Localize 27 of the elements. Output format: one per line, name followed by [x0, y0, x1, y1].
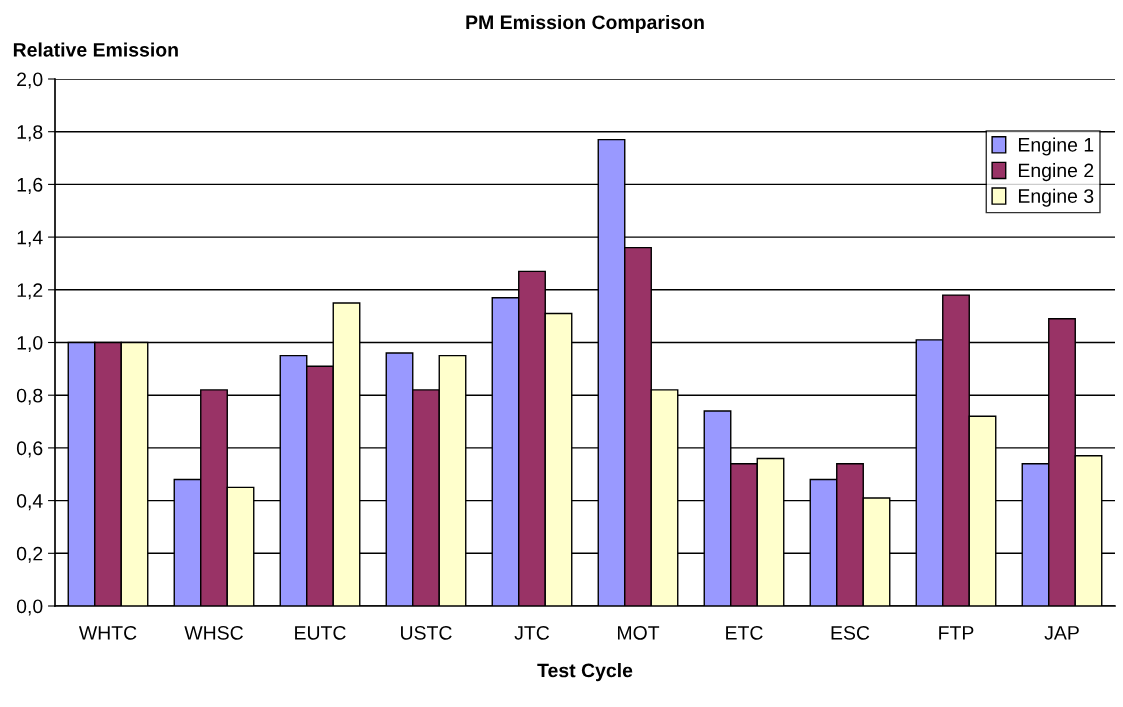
y-tick-label: 1,6: [17, 177, 43, 194]
y-tick-label: 0,8: [16, 388, 43, 405]
y-tick-label: 2,0: [17, 72, 43, 89]
y-tick-label: 1,4: [17, 230, 43, 247]
legend-label: Engine 1: [1018, 137, 1094, 156]
x-axis-title: Test Cycle: [537, 663, 633, 682]
x-tick-label: ESC: [831, 625, 870, 640]
x-tick-label: MOT: [618, 625, 660, 640]
x-tick-label: USTC: [401, 625, 452, 640]
y-tick-label: 0,2: [16, 546, 43, 563]
y-tick-label: 0,4: [16, 494, 43, 511]
chart-title: PM Emission Comparison: [466, 14, 704, 34]
y-tick-label: 1,8: [17, 125, 43, 142]
x-tick-label: WHTC: [78, 625, 137, 640]
x-tick-label: WHSC: [184, 625, 243, 640]
legend-label: Engine 2: [1018, 163, 1094, 182]
x-tick-label: FTP: [939, 626, 974, 640]
x-tick-label: EUTC: [295, 625, 346, 640]
y-axis-title: Relative Emission: [13, 42, 178, 57]
legend-label: Engine 3: [1018, 188, 1094, 207]
x-tick-label: ETC: [726, 625, 763, 640]
x-tick-label: JAP: [1044, 626, 1079, 640]
y-tick-label: 0,0: [16, 599, 43, 616]
y-tick-label: 0,6: [16, 441, 43, 458]
x-tick-label: JTC: [514, 625, 550, 640]
y-tick-label: 1,2: [17, 283, 43, 300]
y-tick-label: 1,0: [17, 335, 43, 353]
